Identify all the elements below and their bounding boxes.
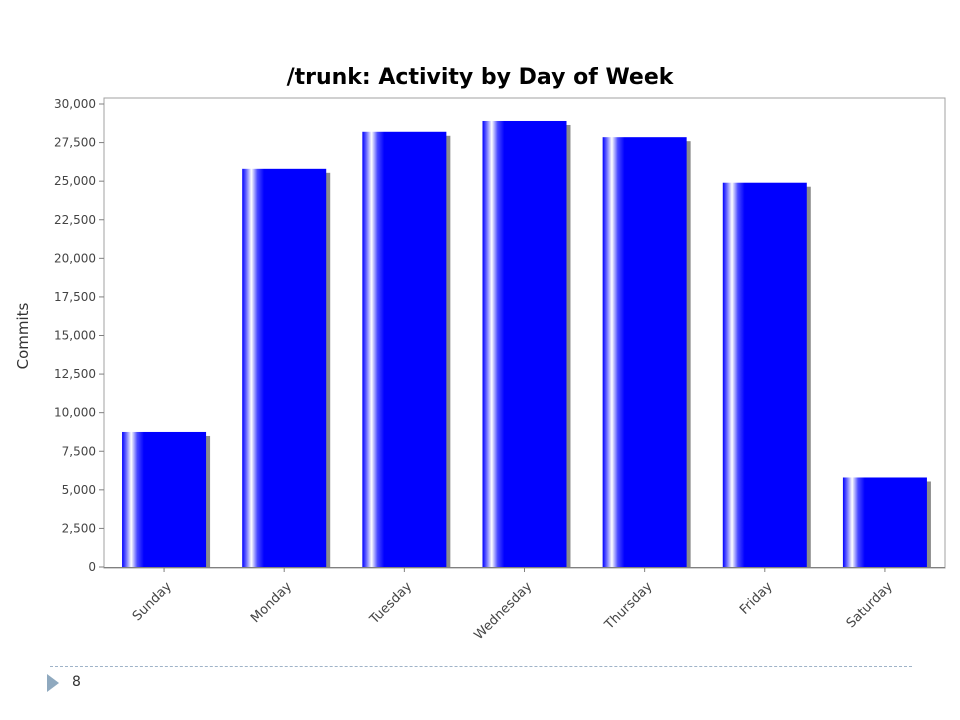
y-tick-label: 17,500 [54, 290, 96, 304]
y-tick-label: 12,500 [54, 367, 96, 381]
y-axis: 0 2,500 5,000 7,500 10,000 12,500 15,000 17,500… [54, 97, 104, 574]
chart-title: /trunk: Activity by Day of Week [287, 65, 675, 90]
bar-sunday [122, 431, 207, 567]
bar-tuesday [362, 131, 447, 567]
y-axis-label: Commits [14, 302, 32, 369]
y-tick-label: 5,000 [62, 483, 96, 497]
x-tick-label-saturday: Saturday [844, 579, 896, 631]
y-tick-label: 0 [88, 560, 96, 574]
x-tick-label-thursday: Thursday [601, 579, 655, 633]
x-tick-label-sunday: Sunday [130, 579, 175, 624]
y-tick-label: 22,500 [54, 213, 96, 227]
x-tick-label-friday: Friday [737, 579, 776, 618]
bars [122, 120, 931, 567]
x-tick-label-tuesday: Tuesday [366, 579, 415, 628]
bar-wednesday [482, 120, 567, 567]
y-tick-label: 27,500 [54, 136, 96, 150]
y-tick-label: 25,000 [54, 174, 96, 188]
y-tick-label: 15,000 [54, 329, 96, 343]
bar-thursday [602, 137, 687, 567]
x-axis: Sunday Monday Tuesday Wednesday Thursday Frid… [104, 567, 945, 643]
y-tick-label: 20,000 [54, 251, 96, 265]
bar-friday [722, 182, 807, 567]
bar-monday [242, 168, 327, 567]
y-tick-label: 2,500 [62, 521, 96, 535]
slide-bullet-triangle-icon [47, 674, 59, 692]
page-number: 8 [72, 674, 81, 690]
bar-saturday [842, 477, 927, 567]
y-tick-label: 10,000 [54, 406, 96, 420]
x-tick-label-wednesday: Wednesday [472, 579, 536, 643]
footer-divider [50, 666, 912, 667]
x-tick-label-monday: Monday [248, 579, 295, 626]
y-tick-label: 30,000 [54, 97, 96, 111]
y-tick-label: 7,500 [62, 444, 96, 458]
